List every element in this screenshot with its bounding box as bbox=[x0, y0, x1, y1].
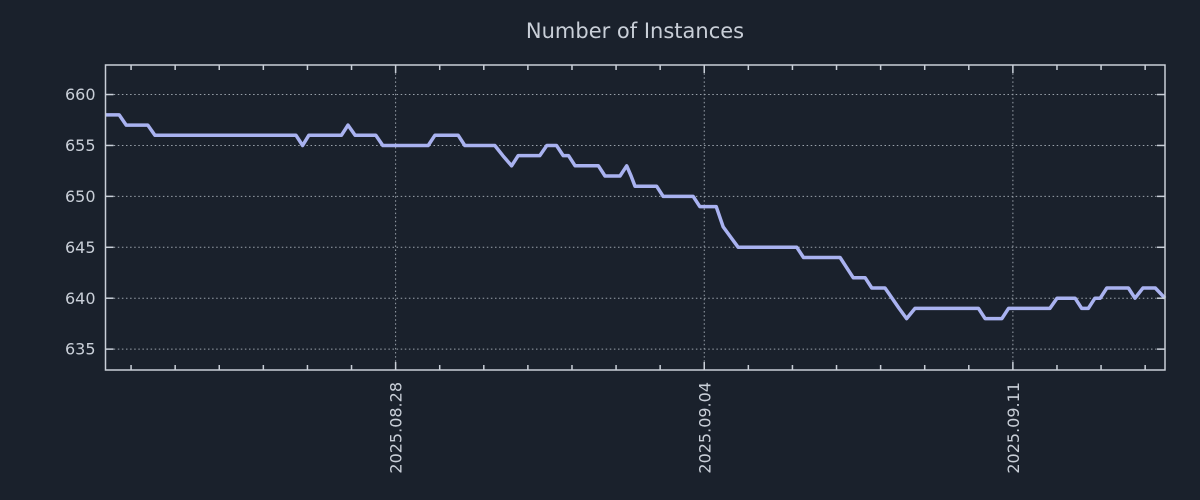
grid-layer bbox=[105, 65, 1165, 370]
axis-layer bbox=[104, 64, 1166, 371]
x-tick-label: 2025.09.04 bbox=[695, 382, 714, 474]
series-layer bbox=[105, 113, 1167, 321]
y-tick-label: 650 bbox=[65, 187, 96, 206]
y-tick-label: 660 bbox=[65, 85, 96, 104]
y-tick-label: 640 bbox=[65, 289, 96, 308]
y-tick-label: 645 bbox=[65, 238, 96, 257]
plot-border bbox=[104, 64, 1166, 371]
x-tick-label: 2025.09.11 bbox=[1004, 382, 1023, 474]
series-line-instances bbox=[105, 113, 1167, 321]
x-tick-label: 2025.08.28 bbox=[387, 382, 406, 474]
label-layer: 635 640 645 650 655 660 2025.08.28 2025.09.04 20… bbox=[65, 85, 1023, 473]
y-tick-label: 635 bbox=[65, 340, 96, 359]
chart-title: Number of Instances bbox=[526, 19, 744, 43]
y-tick-label: 655 bbox=[65, 136, 96, 155]
